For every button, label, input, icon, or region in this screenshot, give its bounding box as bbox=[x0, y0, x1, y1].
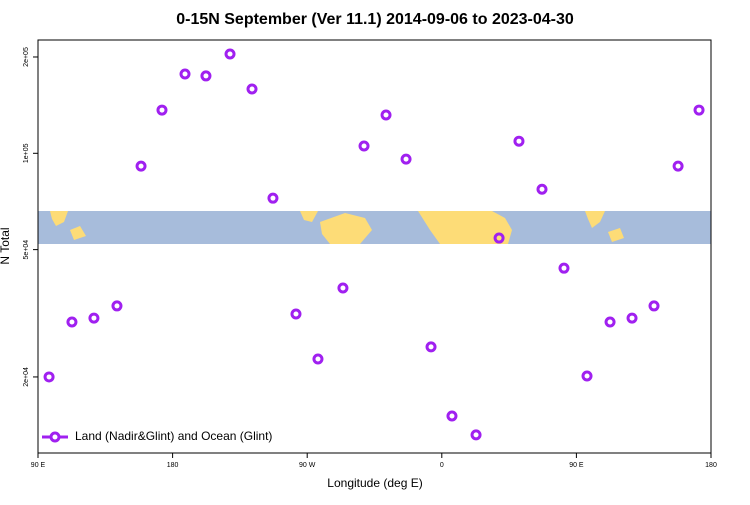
map-ocean bbox=[38, 211, 711, 244]
point bbox=[43, 371, 55, 383]
y-axis-label: N Total bbox=[0, 227, 12, 264]
point bbox=[179, 68, 191, 80]
point bbox=[88, 312, 100, 324]
point bbox=[604, 316, 616, 328]
map-land bbox=[300, 211, 318, 222]
point bbox=[156, 104, 168, 116]
point bbox=[470, 429, 482, 441]
y-tick-label: 2e+05 bbox=[23, 47, 30, 67]
map-land bbox=[320, 213, 372, 244]
x-tick-label: 90 W bbox=[299, 462, 316, 469]
legend-marker bbox=[49, 431, 61, 443]
point bbox=[581, 370, 593, 382]
point bbox=[493, 232, 505, 244]
legend-label: Land (Nadir&Glint) and Ocean (Glint) bbox=[75, 429, 272, 443]
point bbox=[290, 308, 302, 320]
point bbox=[693, 104, 705, 116]
point bbox=[446, 410, 458, 422]
y-tick-label: 1e+05 bbox=[23, 143, 30, 163]
point bbox=[648, 300, 660, 312]
map-land bbox=[50, 211, 68, 226]
map-land bbox=[70, 226, 86, 240]
point bbox=[380, 109, 392, 121]
chart-title: 0-15N September (Ver 11.1) 2014-09-06 to… bbox=[176, 11, 574, 28]
point bbox=[400, 153, 412, 165]
map-land bbox=[418, 211, 512, 244]
point bbox=[425, 341, 437, 353]
x-tick-label: 180 bbox=[705, 462, 717, 469]
x-tick-label: 90 E bbox=[31, 462, 46, 469]
point bbox=[558, 262, 570, 274]
point bbox=[66, 316, 78, 328]
point bbox=[246, 83, 258, 95]
x-axis-label: Longitude (deg E) bbox=[327, 476, 422, 490]
point bbox=[513, 135, 525, 147]
point bbox=[312, 353, 324, 365]
point bbox=[358, 140, 370, 152]
point bbox=[626, 312, 638, 324]
point bbox=[672, 160, 684, 172]
x-tick-label: 90 E bbox=[569, 462, 584, 469]
point bbox=[135, 160, 147, 172]
point bbox=[536, 183, 548, 195]
point bbox=[200, 70, 212, 82]
plot-frame bbox=[37, 39, 712, 454]
map-land bbox=[585, 211, 605, 228]
point bbox=[111, 300, 123, 312]
x-tick-label: 180 bbox=[167, 462, 179, 469]
point bbox=[267, 192, 279, 204]
point bbox=[224, 48, 236, 60]
y-tick-label: 5e+04 bbox=[23, 240, 30, 260]
y-tick-label: 2e+04 bbox=[23, 367, 30, 387]
map-strip bbox=[38, 211, 711, 244]
point bbox=[337, 282, 349, 294]
map-land bbox=[608, 228, 624, 242]
x-tick-label: 0 bbox=[440, 462, 444, 469]
